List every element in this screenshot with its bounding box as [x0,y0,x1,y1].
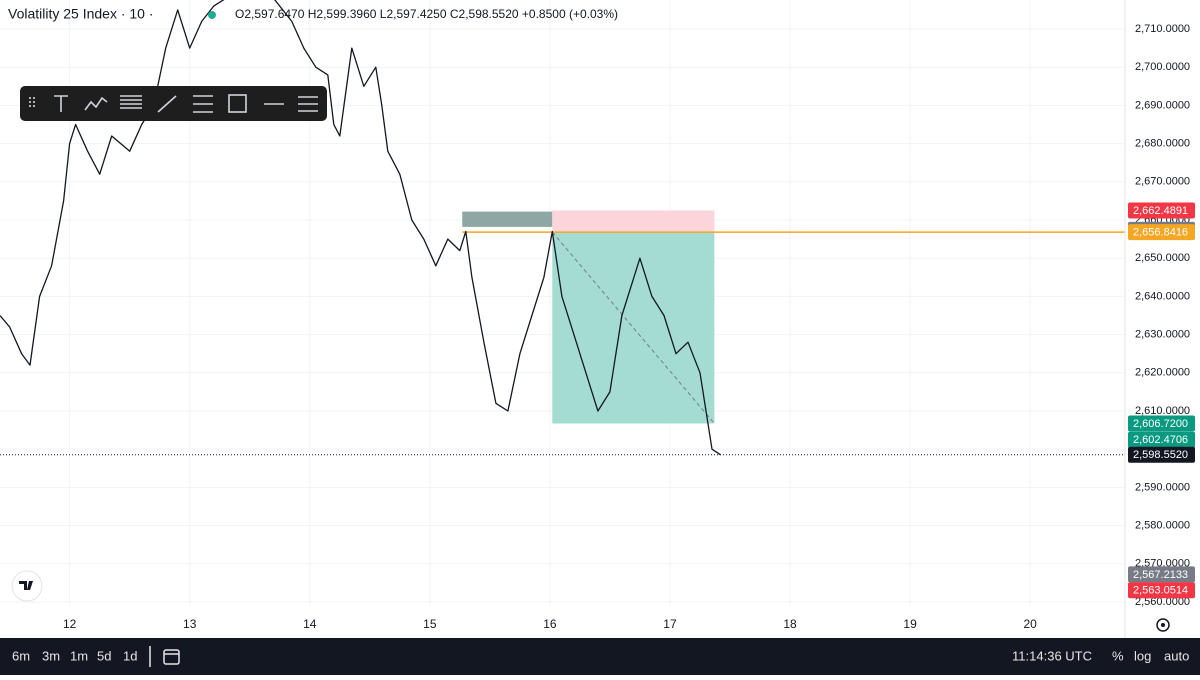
range-button[interactable]: 1d [123,648,137,663]
y-tick-label: 2,630.0000 [1135,328,1190,340]
rect-tool[interactable] [228,94,247,113]
target-zone [552,232,715,424]
price-tag-label: 2,563.0514 [1133,585,1188,597]
price-tag-label: 2,602.4706 [1133,434,1188,446]
y-tick-label: 2,610.0000 [1135,405,1190,417]
line-tool[interactable] [157,95,177,113]
lines-tool[interactable] [120,95,142,109]
range-button[interactable]: 3m [42,648,60,663]
drag-handle[interactable] [29,97,35,109]
toolbar-bg [20,86,327,121]
scale-option[interactable]: auto [1164,648,1189,663]
price-tag [1128,224,1195,241]
price-tag-label: 2,662.4891 [1133,205,1188,217]
price-tag [1128,202,1195,219]
y-tick-label: 2,680.0000 [1135,138,1190,150]
price-tag [1128,566,1195,583]
y-tick-label: 2,710.0000 [1135,23,1190,35]
date-range-icon[interactable] [149,646,180,667]
text-tool[interactable] [54,95,68,112]
settings-tool[interactable] [298,96,318,112]
clock: 11:14:36 UTC [1012,648,1092,663]
tv-logo [11,570,43,602]
x-tick-label: 20 [1023,617,1037,631]
price-tag-label: 2,598.5520 [1133,449,1188,461]
scale-option[interactable]: log [1134,648,1151,663]
scale-option[interactable]: % [1112,648,1124,663]
range-button[interactable]: 6m [12,648,30,663]
y-tick-label: 2,700.0000 [1135,61,1190,73]
range-button[interactable]: 5d [97,648,111,663]
x-tick-label: 16 [543,617,557,631]
stop-zone [552,210,715,233]
price-tag [1128,446,1195,463]
fib-tool[interactable] [193,95,213,113]
range-box [462,211,553,227]
status-dot [208,11,216,19]
y-tick-label: 2,650.0000 [1135,252,1190,264]
x-tick-label: 14 [303,617,317,631]
settings-gear[interactable] [1156,618,1170,632]
price-tag [1128,415,1195,432]
x-tick-label: 12 [63,617,77,631]
trend-tool[interactable] [84,96,108,111]
y-tick-label: 2,580.0000 [1135,519,1190,531]
price-tag-label: 2,567.2133 [1133,569,1188,581]
x-tick-label: 17 [663,617,677,631]
y-tick-label: 2,590.0000 [1135,481,1190,493]
y-tick-label: 2,690.0000 [1135,99,1190,111]
ohlc-legend: O2,597.6470 H2,599.3960 L2,597.4250 C2,5… [235,7,618,21]
symbol-title: Volatility 25 Index · 10 · [8,6,154,22]
price-tag-label: 2,656.8416 [1133,226,1188,238]
x-tick-label: 18 [783,617,797,631]
y-tick-label: 2,670.0000 [1135,176,1190,188]
price-tag [1128,431,1195,448]
range-button[interactable]: 1m [70,648,88,663]
x-tick-label: 15 [423,617,437,631]
x-tick-label: 19 [903,617,917,631]
y-tick-label: 2,560.0000 [1135,596,1190,608]
x-tick-label: 13 [183,617,197,631]
price-tag [1128,582,1195,599]
price-tag-label: 2,606.7200 [1133,418,1188,430]
y-tick-label: 2,620.0000 [1135,367,1190,379]
bottom-bar [0,638,1200,675]
drawing-toolbar[interactable] [20,86,327,121]
price-line [0,0,721,456]
y-tick-label: 2,640.0000 [1135,290,1190,302]
